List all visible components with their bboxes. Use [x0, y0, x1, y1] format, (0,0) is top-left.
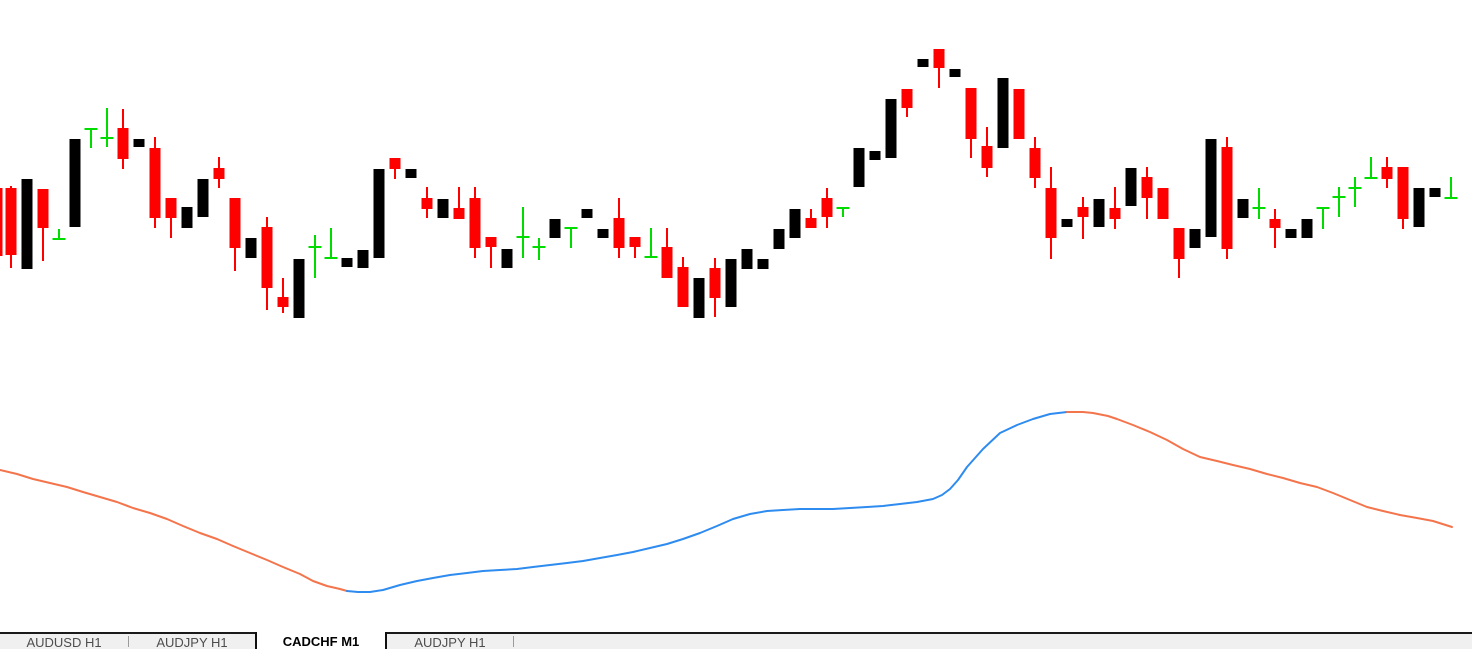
ma-line-segment-down — [0, 469, 348, 592]
bearish-candle-body — [149, 148, 161, 218]
bullish-candle-body — [1205, 139, 1217, 237]
bullish-candle-body — [1093, 199, 1105, 227]
bearish-candle-body — [453, 208, 465, 219]
bullish-candle-body — [437, 199, 449, 218]
bullish-candle-body — [181, 207, 193, 228]
chart-tab-label: CADCHF M1 — [282, 634, 360, 649]
ma-line-segment-down — [1066, 411, 1453, 528]
bullish-candle-body — [69, 139, 81, 227]
bearish-candle-body — [709, 268, 721, 298]
bearish-candle-body — [933, 49, 945, 68]
bullish-candle-body — [885, 99, 897, 158]
bearish-candle-body — [901, 89, 913, 108]
bearish-candle-body — [5, 188, 17, 255]
chart-tab-audjpy-h1[interactable]: AUDJPY H1 — [129, 634, 255, 649]
bearish-candle-body — [821, 198, 833, 217]
bullish-candle-body — [501, 249, 513, 268]
bullish-candle-body — [357, 250, 369, 268]
bullish-candle-body — [789, 209, 801, 238]
bearish-candle-body — [965, 88, 977, 139]
bullish-candle-body — [293, 259, 305, 318]
bullish-candle-body — [741, 249, 753, 269]
bullish-candle-body — [757, 259, 769, 269]
bearish-candle-body — [0, 188, 3, 256]
bearish-candle-body — [1045, 188, 1057, 238]
bearish-candle-body — [277, 297, 289, 307]
bearish-candle-body — [1173, 228, 1185, 259]
ma-line-layer — [0, 411, 1453, 593]
tab-separator — [513, 636, 514, 647]
chart-tab-cadchf-m1[interactable]: CADCHF M1 — [255, 632, 387, 649]
bullish-candle-body — [725, 259, 737, 307]
bullish-candle-body — [997, 78, 1009, 148]
bearish-candle-body — [261, 227, 273, 288]
bullish-candle-body — [581, 209, 593, 218]
bullish-candle-body — [949, 69, 961, 77]
bullish-candle-body — [1285, 229, 1297, 238]
bullish-candle-body — [373, 169, 385, 258]
chart-tab-label: AUDUSD H1 — [26, 635, 102, 649]
bearish-candle-body — [469, 198, 481, 248]
tab-separator — [128, 636, 129, 647]
price-chart-svg — [0, 49, 1458, 593]
chart-tab-label: AUDJPY H1 — [414, 635, 486, 649]
bearish-candle-body — [485, 237, 497, 247]
bullish-candle-body — [693, 278, 705, 318]
bullish-candle-body — [1301, 219, 1313, 238]
bearish-candle-body — [1013, 89, 1025, 139]
bearish-candle-body — [677, 267, 689, 307]
bearish-candle-body — [629, 237, 641, 247]
bullish-candle-body — [1189, 229, 1201, 248]
chart-tab-audusd-h1[interactable]: AUDUSD H1 — [0, 634, 128, 649]
bearish-candle-body — [1077, 207, 1089, 217]
bullish-candle-body — [1061, 219, 1073, 227]
bullish-candle-body — [133, 139, 145, 147]
bearish-candle-body — [165, 198, 177, 218]
bearish-candle-body — [229, 198, 241, 248]
bearish-candle-body — [37, 189, 49, 228]
bullish-candle-body — [853, 148, 865, 187]
bullish-candle-body — [405, 169, 417, 178]
bearish-candle-body — [213, 168, 225, 179]
bearish-candle-body — [1029, 148, 1041, 178]
chart-tab-label: AUDJPY H1 — [156, 635, 228, 649]
bearish-candle-body — [1269, 219, 1281, 228]
bearish-candle-body — [1221, 147, 1233, 249]
bearish-candle-body — [1381, 167, 1393, 179]
bullish-candle-body — [1237, 199, 1249, 218]
bullish-candle-body — [341, 258, 353, 267]
bearish-candle-body — [117, 128, 129, 159]
bearish-candle-body — [1157, 188, 1169, 219]
candles-layer — [0, 49, 1458, 318]
bearish-candle-body — [1397, 167, 1409, 219]
bearish-candle-body — [981, 146, 993, 168]
bearish-candle-body — [661, 247, 673, 278]
bullish-candle-body — [597, 229, 609, 238]
bullish-candle-body — [197, 179, 209, 217]
ma-line-segment-up — [346, 411, 1068, 593]
bearish-candle-body — [1141, 177, 1153, 198]
bullish-candle-body — [1125, 168, 1137, 206]
bullish-candle-body — [869, 151, 881, 160]
bullish-candle-body — [245, 238, 257, 258]
bearish-candle-body — [805, 218, 817, 228]
chart-tab-bar: AUDUSD H1 AUDJPY H1 CADCHF M1 AUDJPY H1 — [0, 632, 1472, 649]
bullish-candle-body — [773, 229, 785, 249]
bullish-candle-body — [549, 219, 561, 238]
bearish-candle-body — [613, 218, 625, 248]
bullish-candle-body — [21, 179, 33, 269]
chart-tab-audjpy-h1[interactable]: AUDJPY H1 — [387, 634, 513, 649]
bullish-candle-body — [917, 59, 929, 67]
chart-area[interactable] — [0, 0, 1472, 632]
bearish-candle-body — [389, 158, 401, 169]
bullish-candle-body — [1429, 188, 1441, 197]
bearish-candle-body — [421, 198, 433, 209]
bearish-candle-body — [1109, 208, 1121, 219]
bullish-candle-body — [1413, 188, 1425, 227]
